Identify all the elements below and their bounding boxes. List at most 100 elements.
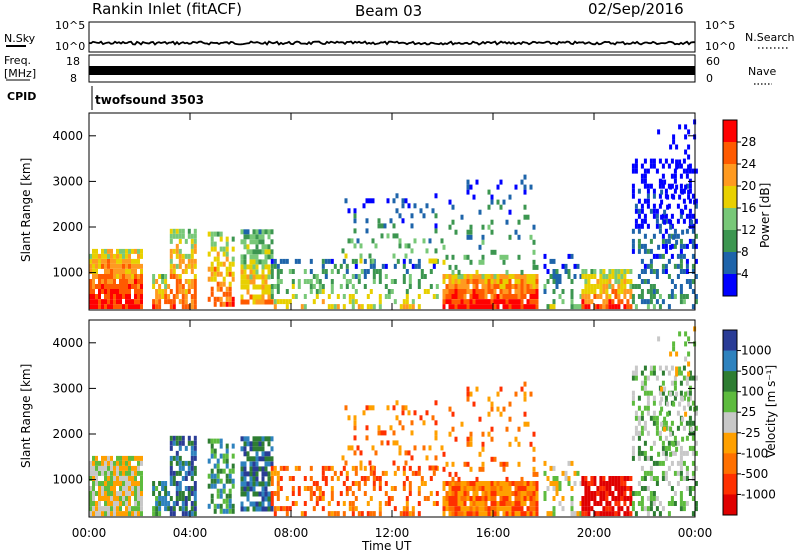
power-cell xyxy=(187,284,191,289)
velocity-cell xyxy=(694,375,698,381)
power-cell xyxy=(475,299,479,305)
power-cell xyxy=(225,246,229,252)
power-cell xyxy=(661,263,665,269)
power-cell xyxy=(125,274,128,279)
power-cell xyxy=(694,233,698,239)
velocity-cell xyxy=(520,496,524,501)
velocity-cell xyxy=(431,415,435,421)
power-cell xyxy=(270,254,274,260)
power-cell xyxy=(442,294,446,299)
power-cell xyxy=(181,284,185,289)
power-cell xyxy=(646,203,650,209)
velocity-cell xyxy=(687,361,691,367)
power-cell xyxy=(617,294,621,299)
power-cell xyxy=(505,304,509,310)
power-cell xyxy=(243,299,247,305)
velocity-cell xyxy=(463,511,467,517)
velocity-cell xyxy=(134,491,137,496)
power-cell xyxy=(321,269,325,274)
power-cell xyxy=(309,289,313,294)
velocity-cell xyxy=(614,476,618,481)
power-cell xyxy=(95,274,98,279)
velocity-cell xyxy=(309,496,313,501)
velocity-cell xyxy=(661,420,665,426)
power-cell xyxy=(679,213,683,219)
power-cell xyxy=(152,299,156,305)
velocity-cell xyxy=(460,486,464,491)
velocity-cell xyxy=(359,450,363,456)
velocity-cell xyxy=(240,446,244,452)
power-cell xyxy=(460,214,464,220)
power-cell xyxy=(89,304,92,310)
velocity-cell xyxy=(161,481,165,486)
velocity-cell xyxy=(410,430,414,436)
velocity-cell xyxy=(655,420,659,426)
velocity-cell xyxy=(158,481,162,486)
power-cell xyxy=(345,263,349,269)
velocity-cell xyxy=(535,481,539,486)
velocity-cell xyxy=(466,441,470,447)
velocity-cell xyxy=(445,496,449,501)
power-cell xyxy=(505,254,509,260)
velocity-cell xyxy=(216,488,220,494)
velocity-cell xyxy=(104,481,107,486)
velocity-cell xyxy=(98,470,101,476)
power-cell xyxy=(529,284,533,289)
power-cell xyxy=(167,299,171,305)
velocity-cell xyxy=(119,481,122,486)
velocity-cell xyxy=(673,435,677,441)
power-cell xyxy=(246,284,250,290)
velocity-cell xyxy=(264,461,268,467)
velocity-cell xyxy=(178,496,182,501)
velocity-cell xyxy=(258,466,262,472)
power-cell xyxy=(691,304,695,310)
power-cell xyxy=(264,299,268,305)
power-cell xyxy=(273,258,277,264)
power-cell xyxy=(679,284,683,289)
velocity-cell xyxy=(587,486,591,491)
power-cell xyxy=(694,243,698,249)
velocity-cell xyxy=(351,501,355,506)
velocity-cell xyxy=(122,486,125,491)
velocity-cell xyxy=(175,496,179,501)
power-cell xyxy=(405,269,409,274)
power-cell xyxy=(652,294,656,299)
velocity-cell xyxy=(354,470,358,476)
power-cell xyxy=(336,269,340,274)
velocity-cell xyxy=(660,406,664,412)
velocity-cell xyxy=(297,491,301,496)
velocity-cell xyxy=(442,481,446,486)
velocity-cell xyxy=(303,476,307,481)
power-cell xyxy=(426,289,430,294)
power-cell xyxy=(448,284,452,289)
velocity-cell xyxy=(685,501,689,506)
power-cell xyxy=(678,194,682,200)
velocity-cell xyxy=(535,491,539,496)
velocity-cell xyxy=(691,470,695,476)
power-cell xyxy=(193,263,197,269)
velocity-cell xyxy=(460,481,464,486)
velocity-cell xyxy=(380,430,384,436)
velocity-cell xyxy=(276,481,280,486)
velocity-cell xyxy=(587,501,591,506)
power-cell xyxy=(184,289,188,294)
velocity-cell xyxy=(646,375,650,381)
velocity-cell xyxy=(532,496,536,501)
velocity-cell xyxy=(688,486,692,491)
velocity-cell xyxy=(184,476,188,481)
velocity-cell xyxy=(384,470,388,476)
power-cell xyxy=(469,294,473,299)
power-cell xyxy=(258,239,262,245)
power-cell xyxy=(158,299,162,305)
velocity-cell xyxy=(228,503,232,509)
velocity-cell xyxy=(178,491,182,496)
power-cell xyxy=(255,259,259,265)
velocity-cell xyxy=(634,410,638,416)
power-cell xyxy=(631,193,635,199)
velocity-cell xyxy=(210,453,214,459)
velocity-cell xyxy=(193,465,197,471)
power-cell xyxy=(240,279,244,285)
power-cell xyxy=(493,299,497,305)
velocity-cell xyxy=(681,396,685,402)
power-cell xyxy=(261,299,265,305)
